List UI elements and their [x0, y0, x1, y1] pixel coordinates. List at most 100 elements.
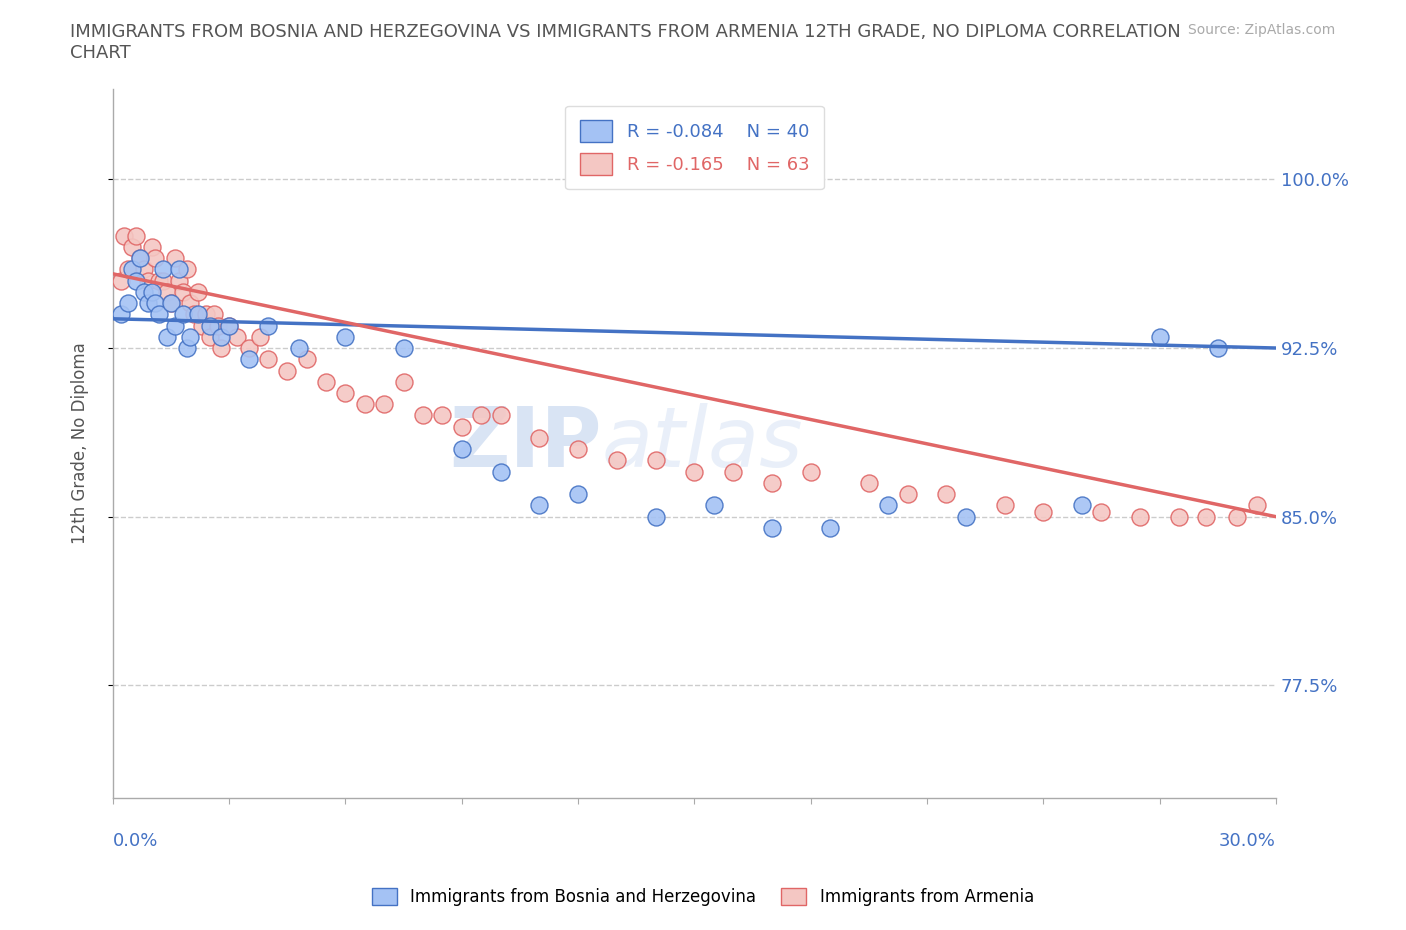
Text: ZIP: ZIP [449, 403, 602, 485]
Point [132, 285, 155, 299]
Point [683, 464, 706, 479]
Point [288, 340, 311, 355]
Point [136, 296, 159, 311]
Point [935, 486, 957, 501]
Text: 0.0%: 0.0% [112, 831, 159, 849]
Point [335, 329, 357, 344]
Text: IMMIGRANTS FROM BOSNIA AND HERZEGOVINA VS IMMIGRANTS FROM ARMENIA 12TH GRADE, NO: IMMIGRANTS FROM BOSNIA AND HERZEGOVINA V… [70, 23, 1181, 62]
Point [132, 262, 155, 277]
Point [567, 442, 589, 457]
Point [145, 250, 167, 265]
Point [209, 340, 232, 355]
Point [156, 285, 179, 299]
Point [800, 464, 823, 479]
Legend: R = -0.084    N = 40, R = -0.165    N = 63: R = -0.084 N = 40, R = -0.165 N = 63 [565, 105, 824, 190]
Point [125, 273, 148, 288]
Text: atlas: atlas [602, 403, 803, 485]
Point [238, 352, 260, 366]
Point [179, 329, 201, 344]
Point [489, 464, 512, 479]
Point [412, 408, 434, 423]
Point [644, 510, 666, 525]
Point [257, 352, 280, 366]
Y-axis label: 12th Grade, No Diploma: 12th Grade, No Diploma [72, 343, 89, 544]
Point [877, 498, 900, 512]
Point [209, 329, 232, 344]
Point [160, 296, 183, 311]
Point [129, 250, 152, 265]
Point [703, 498, 725, 512]
Point [156, 329, 179, 344]
Point [148, 307, 170, 322]
Point [450, 442, 472, 457]
Point [183, 307, 205, 322]
Point [141, 285, 163, 299]
Point [202, 307, 225, 322]
Point [1206, 340, 1229, 355]
Point [136, 273, 159, 288]
Point [761, 521, 783, 536]
Point [955, 510, 977, 525]
Point [141, 239, 163, 254]
Point [145, 296, 167, 311]
Point [194, 307, 217, 322]
Point [529, 431, 551, 445]
Point [121, 239, 143, 254]
Point [218, 318, 240, 333]
Point [226, 329, 249, 344]
Text: 30.0%: 30.0% [1219, 831, 1277, 849]
Point [489, 408, 512, 423]
Point [818, 521, 841, 536]
Point [117, 296, 139, 311]
Point [721, 464, 744, 479]
Point [121, 262, 143, 277]
Point [257, 318, 280, 333]
Point [129, 250, 152, 265]
Point [1032, 505, 1054, 520]
Point [392, 340, 415, 355]
Point [167, 262, 190, 277]
Point [179, 296, 201, 311]
Point [160, 296, 183, 311]
Point [152, 273, 174, 288]
Point [1195, 510, 1218, 525]
Point [238, 340, 260, 355]
Point [606, 453, 628, 468]
Point [1149, 329, 1171, 344]
Point [1168, 510, 1191, 525]
Point [187, 307, 209, 322]
Point [152, 262, 174, 277]
Point [198, 329, 221, 344]
Point [1246, 498, 1268, 512]
Point [993, 498, 1015, 512]
Point [148, 273, 170, 288]
Point [163, 250, 186, 265]
Point [198, 318, 221, 333]
Point [187, 285, 209, 299]
Point [110, 273, 132, 288]
Legend: Immigrants from Bosnia and Herzegovina, Immigrants from Armenia: Immigrants from Bosnia and Herzegovina, … [366, 881, 1040, 912]
Point [354, 397, 377, 412]
Point [1226, 510, 1249, 525]
Point [176, 262, 198, 277]
Point [218, 318, 240, 333]
Point [1071, 498, 1094, 512]
Point [567, 486, 589, 501]
Point [176, 340, 198, 355]
Point [1129, 510, 1152, 525]
Point [191, 318, 214, 333]
Point [172, 307, 194, 322]
Point [373, 397, 395, 412]
Point [529, 498, 551, 512]
Point [249, 329, 271, 344]
Point [644, 453, 666, 468]
Point [276, 363, 298, 378]
Point [172, 285, 194, 299]
Point [897, 486, 920, 501]
Point [163, 318, 186, 333]
Point [432, 408, 454, 423]
Point [1090, 505, 1112, 520]
Point [315, 374, 337, 389]
Point [761, 475, 783, 490]
Point [110, 307, 132, 322]
